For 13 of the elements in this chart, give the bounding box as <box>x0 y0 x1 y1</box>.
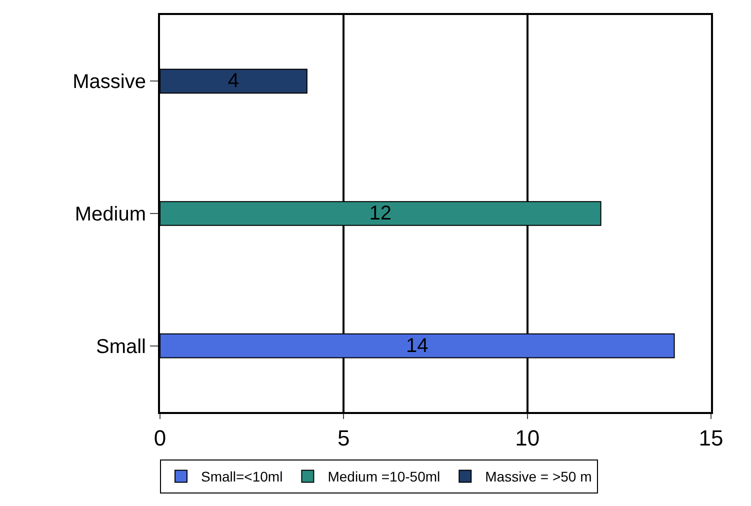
x-tick-label: 5 <box>338 425 350 450</box>
x-tick-label: 10 <box>515 425 540 450</box>
x-tick-label: 0 <box>154 425 166 450</box>
data-label: 4 <box>228 70 240 92</box>
legend-label: Small=<10ml <box>201 468 283 485</box>
y-tick-label: Small <box>96 336 146 358</box>
legend-label: Medium =10-50ml <box>328 468 440 485</box>
y-tick-label: Massive <box>72 71 146 94</box>
y-tick-label: Medium <box>74 204 146 226</box>
data-label: 14 <box>406 334 428 357</box>
legend-label: Massive = >50 m <box>485 468 592 485</box>
data-label: 12 <box>369 202 392 224</box>
x-tick-label: 15 <box>698 425 724 450</box>
